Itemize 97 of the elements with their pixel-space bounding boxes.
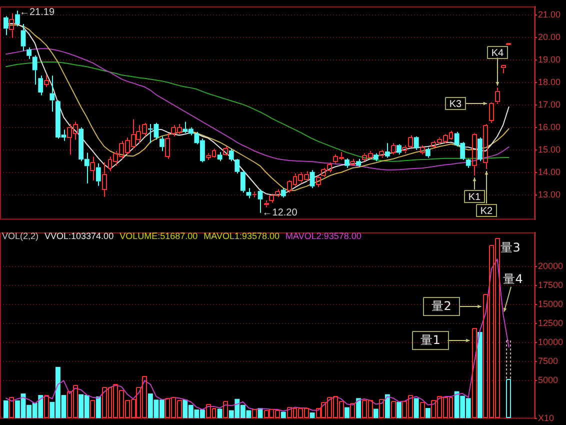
annotation: K1: [468, 192, 482, 203]
bar: [477, 332, 482, 418]
bar: [350, 403, 355, 418]
y-tick-label: 20.00: [538, 32, 561, 42]
bar: [373, 408, 378, 418]
annotation: K4: [491, 48, 504, 59]
candlestick: [3, 16, 8, 36]
bar: [3, 400, 8, 418]
bar: [217, 408, 222, 418]
candlestick: [223, 146, 228, 156]
annotation: 量1: [420, 333, 440, 348]
candlestick: [50, 75, 55, 112]
candlestick: [483, 124, 488, 170]
y-tick-label: 21.00: [538, 9, 561, 20]
candlestick: [26, 47, 32, 60]
bar: [280, 412, 286, 418]
candlestick: [425, 147, 430, 158]
bar: [252, 409, 257, 418]
bar: [356, 398, 361, 418]
bar: [96, 396, 101, 418]
y-tick-label: 19.00: [538, 54, 561, 64]
candlestick: [38, 75, 44, 96]
candlestick: [350, 158, 355, 166]
candlestick: [384, 142, 390, 158]
bar: [425, 408, 430, 418]
bar: [414, 398, 419, 418]
bar: [420, 402, 425, 418]
annotation: MAVOL2:93578.00: [286, 230, 362, 241]
y-tick-label: 18.00: [538, 76, 561, 87]
y-tick-label: 10000: [538, 337, 564, 348]
bar: [9, 397, 14, 418]
candlestick: [466, 160, 471, 168]
y-tick-label: 13.00: [538, 189, 561, 200]
annotation: 量4: [503, 272, 523, 286]
candlestick: [310, 170, 315, 189]
candlestick: [258, 188, 263, 214]
candlestick: [15, 10, 20, 27]
candlestick: [246, 188, 252, 199]
y-tick-label: 7500: [538, 356, 558, 366]
candlestick: [20, 23, 26, 52]
bar: [223, 401, 228, 418]
y-tick-label: 12500: [538, 318, 564, 328]
candlestick: [234, 160, 240, 174]
candlestick: [217, 152, 222, 162]
candlestick: [90, 156, 95, 181]
candlestick: [44, 74, 49, 88]
annotation: VVOL:103374.00: [44, 230, 114, 241]
candlestick: [160, 136, 164, 152]
candlestick: [280, 188, 286, 198]
y-tick-label: 5000: [538, 375, 558, 386]
annotation: K2: [480, 206, 494, 217]
candlestick: [408, 134, 413, 148]
annotation: MAVOL1:93578.00: [204, 230, 280, 241]
candlestick: [344, 158, 350, 168]
candlestick: [102, 162, 107, 198]
annotation: VOL(2,2): [2, 230, 39, 241]
candlestick: [240, 172, 246, 194]
bar: [391, 401, 396, 418]
y-tick-label: 17.00: [538, 99, 561, 110]
candlestick: [391, 142, 396, 155]
annotation: ←21.19: [19, 7, 55, 18]
candlestick: [420, 144, 425, 155]
candlestick: [402, 144, 407, 154]
y-tick-label: X10: [538, 413, 554, 424]
annotation: K3: [449, 98, 462, 110]
annotation: 量2: [432, 299, 452, 314]
bar: [310, 412, 315, 418]
candlestick: [96, 162, 101, 186]
annotation: ←12.20: [262, 208, 298, 219]
candlestick: [165, 132, 170, 160]
candlestick: [495, 87, 500, 104]
annotation: VOLUME:51687.00: [120, 230, 198, 241]
bar: [384, 394, 390, 418]
y-tick-label: 17500: [538, 280, 564, 290]
candlestick: [414, 137, 419, 150]
bar: [396, 402, 402, 418]
bar: [44, 395, 49, 418]
candlestick: [477, 137, 482, 162]
bar: [506, 379, 511, 418]
bar: [90, 400, 95, 418]
bar: [472, 328, 477, 418]
y-tick-label: 20000: [538, 261, 564, 272]
y-tick-label: 15000: [538, 299, 564, 310]
candlestick: [501, 65, 506, 74]
candlestick: [9, 12, 14, 38]
bar: [344, 407, 350, 418]
candlestick: [379, 149, 384, 158]
bar: [379, 399, 384, 418]
candlestick: [264, 200, 269, 208]
candlestick: [356, 158, 361, 168]
candlestick: [32, 54, 38, 86]
candlestick: [228, 148, 234, 162]
annotation: 量3: [500, 240, 520, 255]
candlestick: [316, 175, 321, 188]
y-tick-label: 15.00: [538, 144, 561, 154]
y-tick-label: 16.00: [538, 122, 561, 132]
y-tick-label: 14.00: [538, 166, 561, 177]
